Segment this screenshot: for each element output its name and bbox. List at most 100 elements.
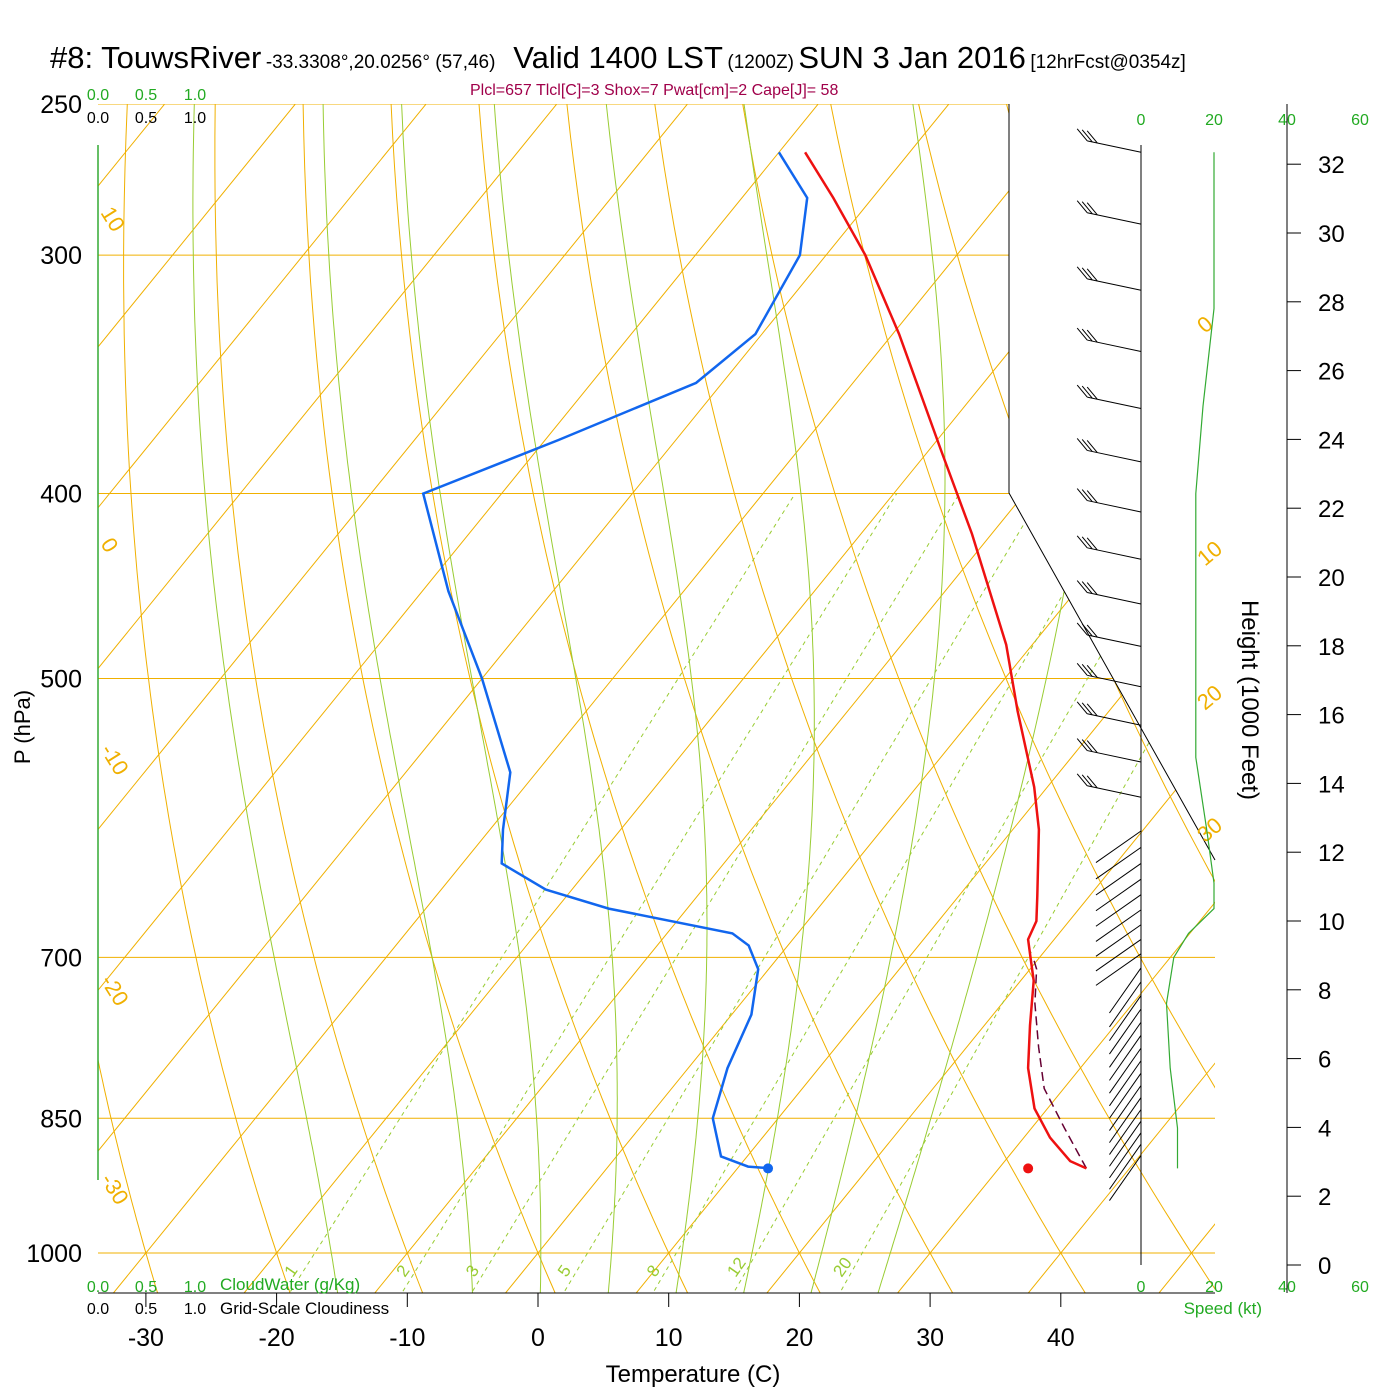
dewpoint-profile (421, 151, 809, 1170)
wind-barb-flag (1081, 489, 1093, 502)
isotherm-line (98, 104, 977, 1293)
height-tick-label: 28 (1318, 290, 1345, 317)
parcel-trace (1032, 957, 1088, 1169)
wind-barb-flag (1086, 664, 1098, 678)
wind-barb-flag (1081, 702, 1093, 716)
dry-adiabat (736, 104, 1215, 1293)
wind-barb (1095, 909, 1142, 942)
wind-barb (1087, 339, 1142, 352)
plot-boundary (1008, 104, 1216, 861)
dry-adiabat (649, 104, 1111, 1293)
temperature-tick-label: 10 (655, 1324, 683, 1352)
wind-barb (1109, 967, 1142, 1014)
mixing-ratio-line (377, 493, 898, 1293)
valid-date: SUN 3 Jan 2016 (798, 40, 1026, 75)
cloudiness-label: Grid-Scale Cloudiness (220, 1299, 389, 1318)
moist-adiabat (192, 104, 344, 1293)
wind-barb-flag (1076, 438, 1088, 451)
dry-adiabat (1259, 70, 1400, 1332)
mixing-ratio-label: 3 (462, 1262, 483, 1281)
cloudiness-bottom-tick: 0.5 (135, 1301, 157, 1318)
dry-adiabat (563, 104, 976, 1293)
wind-barb (1109, 1143, 1142, 1190)
temperature-tick-label: -30 (128, 1324, 164, 1352)
wind-barb-flag (1076, 384, 1088, 398)
wind-barb-flag (1086, 202, 1098, 216)
wind-barb-flag (1086, 703, 1098, 717)
isotherm-line (98, 104, 716, 1293)
isotherm-line (604, 104, 1215, 1293)
height-tick-label: 26 (1318, 359, 1345, 386)
wind-barb (1109, 1008, 1142, 1055)
mixing-ratio-line (447, 493, 960, 1293)
wind-barb-flag (1086, 537, 1098, 551)
wind-barb (1109, 1109, 1142, 1155)
cloudiness-top-tick: 0.0 (87, 110, 109, 127)
cloud-water-top-tick: 0.0 (87, 87, 109, 104)
dry-adiabat (389, 104, 708, 1293)
dry-adiabat (123, 104, 305, 1293)
pressure-tick-label: 700 (40, 944, 82, 972)
height-tick-label: 30 (1318, 221, 1345, 248)
height-tick-label: 0 (1318, 1253, 1331, 1280)
wind-barb (1095, 830, 1142, 863)
wind-barb-flag (1086, 440, 1098, 453)
wind-barb-flag (1076, 622, 1088, 636)
wind-barb (1095, 863, 1142, 896)
wind-barb (1095, 953, 1142, 986)
mixing-ratio-label: 20 (829, 1254, 855, 1280)
wind-barb (1109, 1097, 1142, 1143)
wind-barb-flag (1081, 439, 1093, 452)
cloud-water-bottom-tick: 0.0 (87, 1279, 109, 1296)
isotherm-label: 10 (96, 202, 130, 236)
wind-barb-flag (1081, 267, 1093, 281)
moist-adiabat (734, 104, 815, 1293)
wind-barb (1109, 1155, 1142, 1201)
isotherm-label: 30 (1192, 812, 1227, 847)
wind-barb-flag (1081, 581, 1093, 594)
wind-barb (1095, 939, 1142, 972)
isotherm-line (865, 104, 1215, 1293)
cloudiness-bottom-tick: 1.0 (184, 1301, 206, 1318)
wind-barb-flag (1081, 623, 1093, 637)
height-tick-label: 10 (1318, 909, 1345, 936)
isotherm-label: -20 (96, 970, 134, 1010)
dry-adiabat (1346, 70, 1400, 1332)
sounding-indices: Plcl=657 Tlcl[C]=3 Shox=7 Pwat[cm]=2 Cap… (470, 82, 839, 99)
wind-barb (1109, 1047, 1142, 1094)
wind-barb-flag (1076, 773, 1088, 787)
moist-adiabat (399, 104, 542, 1293)
wind-barb (1109, 1035, 1142, 1081)
wind-speed-top-tick: 60 (1351, 112, 1369, 129)
temperature-profile (804, 151, 1087, 1170)
wind-barb (1087, 500, 1142, 513)
wind-barb-flag (1081, 663, 1093, 677)
height-tick-label: 8 (1318, 978, 1331, 1005)
wind-barb-flag (1076, 701, 1088, 715)
wind-barb (1087, 592, 1142, 605)
cloudiness-bottom-tick: 0.0 (87, 1301, 109, 1318)
wind-barb-flag (1086, 130, 1098, 144)
wind-barb (1087, 140, 1142, 153)
isotherm-label: 10 (1192, 536, 1227, 571)
wind-barb-flag (1076, 266, 1088, 280)
mixing-ratio-label: 12 (723, 1254, 749, 1280)
wind-barb-flag (1076, 327, 1088, 341)
wind-barb (1087, 212, 1142, 225)
isotherm-label: 20 (1192, 680, 1227, 715)
wind-barb-flag (1076, 488, 1088, 501)
wind-speed-label: Speed (kt) (1184, 1299, 1262, 1318)
isotherm-line (98, 104, 847, 1293)
moist-adiabat (322, 104, 475, 1293)
temperature-tick-label: -10 (389, 1324, 425, 1352)
valid-time: Valid 1400 LST (513, 40, 723, 75)
cloud-water-label: CloudWater (g/Kg) (220, 1275, 360, 1294)
height-tick-label: 4 (1318, 1115, 1331, 1142)
wind-barb (1109, 1120, 1142, 1167)
height-tick-label: 18 (1318, 634, 1345, 661)
dry-adiabat (910, 104, 1215, 1293)
height-tick-label: 22 (1318, 496, 1345, 523)
temperature-tick-label: -20 (259, 1324, 295, 1352)
pressure-tick-label: 500 (40, 666, 82, 694)
x-axis-label: Temperature (C) (606, 1361, 781, 1388)
